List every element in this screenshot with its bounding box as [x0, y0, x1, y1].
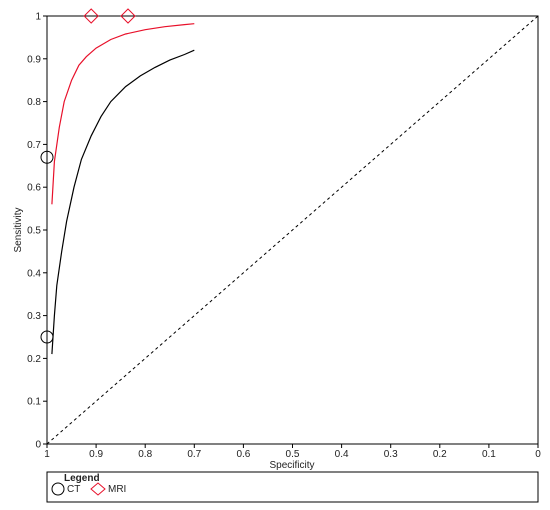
x-tick-label: 0.1 — [482, 449, 496, 460]
mri-study-point — [120, 8, 136, 24]
legend-label-ct: CT — [67, 484, 80, 495]
x-tick-label: 0.4 — [335, 449, 349, 460]
x-tick-label: 0.7 — [187, 449, 201, 460]
x-axis-title: Specificity — [269, 460, 314, 471]
ct-study-point — [40, 150, 54, 164]
y-axis-title: Sensitivity — [13, 207, 24, 252]
legend-label-mri: MRI — [108, 484, 126, 495]
mri-study-point — [83, 8, 99, 24]
y-tick-label: 0.9 — [27, 54, 41, 65]
y-tick-label: 1 — [35, 12, 41, 23]
y-tick-label: 0.7 — [27, 140, 41, 151]
legend-ct-circle-marker — [51, 482, 65, 496]
y-tick-label: 0.8 — [27, 97, 41, 108]
x-tick-label: 1 — [44, 449, 50, 460]
y-axis-ticks: 0 0.1 0.2 0.3 0.4 0.5 0.6 0.7 0.8 0.9 1 — [27, 12, 47, 451]
reference-diagonal-line — [46, 15, 539, 445]
x-tick-label: 0.2 — [433, 449, 447, 460]
y-tick-label: 0 — [35, 440, 41, 451]
mri-sroc-curve — [51, 23, 195, 205]
y-tick-label: 0.1 — [27, 397, 41, 408]
legend-mri-diamond-marker — [90, 482, 106, 496]
x-tick-label: 0.8 — [138, 449, 152, 460]
y-tick-label: 0.6 — [27, 183, 41, 194]
legend-title: Legend — [64, 473, 100, 484]
x-tick-label: 0.5 — [286, 449, 300, 460]
y-tick-label: 0.3 — [27, 311, 41, 322]
legend: Legend CT MRI — [46, 471, 539, 503]
legend-box — [46, 471, 539, 503]
ct-study-point — [40, 330, 54, 344]
x-tick-label: 0.6 — [236, 449, 250, 460]
y-tick-label: 0.2 — [27, 354, 41, 365]
x-tick-label: 0.3 — [384, 449, 398, 460]
y-tick-label: 0.4 — [27, 268, 41, 279]
x-axis-ticks: 1 0.9 0.8 0.7 0.6 0.5 0.4 0.3 0.2 0.1 0 — [44, 444, 541, 460]
x-tick-label: 0 — [535, 449, 541, 460]
series-layer — [40, 8, 195, 355]
ct-sroc-curve — [51, 49, 195, 355]
y-tick-label: 0.5 — [27, 226, 41, 237]
x-tick-label: 0.9 — [89, 449, 103, 460]
